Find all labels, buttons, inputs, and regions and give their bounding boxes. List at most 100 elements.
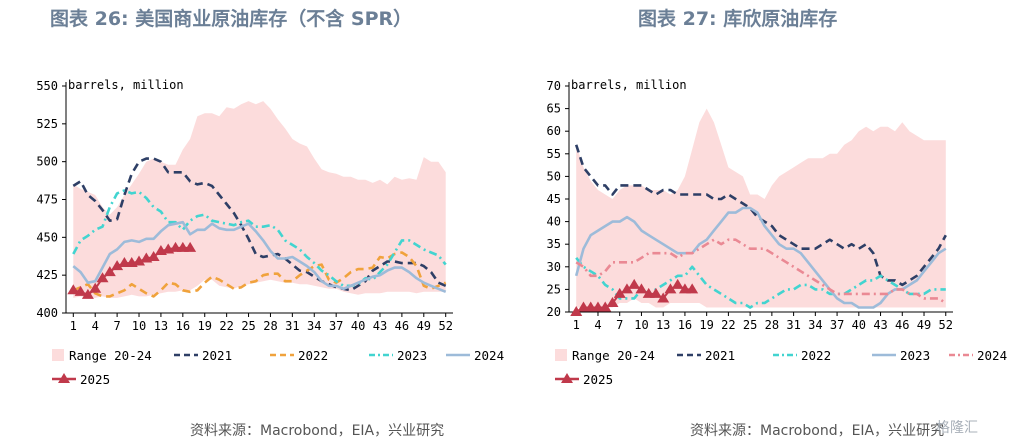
legend-item: 2021 <box>677 348 735 363</box>
y-tick-label: 25 <box>547 282 561 296</box>
x-tick-label: 40 <box>852 318 866 332</box>
x-tick-label: 34 <box>307 319 321 333</box>
x-tick-label: 28 <box>263 319 277 333</box>
x-tick-label: 10 <box>634 318 648 332</box>
y-tick-label: 400 <box>36 306 58 320</box>
x-tick-label: 10 <box>132 319 146 333</box>
x-tick-label: 16 <box>176 319 190 333</box>
y-tick-label: 30 <box>547 260 561 274</box>
series-point-2025 <box>613 287 626 298</box>
source-note: 资料来源：Macrobond，EIA，兴业研究 <box>190 423 445 439</box>
y-tick-label: 450 <box>36 230 58 244</box>
y-tick-label: 50 <box>547 169 561 183</box>
legend-item: 2025 <box>52 372 110 387</box>
legend-marker <box>58 373 70 383</box>
legend-item: Range 20-24 <box>52 348 152 363</box>
series-line-2021 <box>72 157 447 292</box>
series-point-2025 <box>133 255 146 266</box>
range-band <box>576 108 946 308</box>
series-point-2025 <box>81 288 94 299</box>
x-tick-label: 19 <box>699 318 713 332</box>
legend-label: 2024 <box>977 348 1007 363</box>
x-tick-label: 52 <box>939 318 953 332</box>
x-tick-label: 7 <box>113 319 120 333</box>
chart-title: 图表 27: 库欣原油库存 <box>638 8 838 30</box>
series-point-2025 <box>664 283 677 294</box>
legend-marker <box>561 373 573 383</box>
legend-item: Range 20-24 <box>555 348 655 363</box>
y-tick-label: 35 <box>547 237 561 251</box>
x-tick-label: 16 <box>678 318 692 332</box>
legend-label: 2022 <box>298 348 328 363</box>
y-tick-label: 70 <box>547 79 561 93</box>
y-tick-label: 425 <box>36 268 58 282</box>
legend-label: Range 20-24 <box>572 348 655 363</box>
x-tick-label: 13 <box>154 319 168 333</box>
legend-label: 2024 <box>474 348 504 363</box>
chart-svg-crude-commercial: 400 425 450 475 500 525 550 1 4 7 10 13 16 19 22 25 28 31… <box>36 78 504 387</box>
y-tick-label: 500 <box>36 155 58 169</box>
series-line-2022 <box>72 251 447 298</box>
y-tick-label: 475 <box>36 193 58 207</box>
legend-item: 2025 <box>555 372 613 387</box>
unit-label: barrels, million <box>571 78 687 92</box>
y-tick-label: 525 <box>36 117 58 131</box>
series-point-2025 <box>103 266 116 277</box>
legend-label: 2025 <box>80 372 110 387</box>
x-tick-label: 28 <box>765 318 779 332</box>
x-tick-label: 49 <box>917 318 931 332</box>
x-tick-label: 52 <box>438 319 452 333</box>
series-line-2023 <box>574 206 947 309</box>
x-tick-label: 22 <box>721 318 735 332</box>
series-point-2025 <box>686 283 699 294</box>
x-tick-label: 4 <box>594 318 601 332</box>
legend-swatch <box>52 349 64 361</box>
legend-item: 2024 <box>949 348 1007 363</box>
y-tick-label: 65 <box>547 102 561 116</box>
y-tick-label: 60 <box>547 124 561 138</box>
series-point-2025 <box>649 287 662 298</box>
legend-label: 2023 <box>900 348 930 363</box>
legend-label: 2025 <box>583 372 613 387</box>
x-tick-label: 43 <box>373 319 387 333</box>
source-note: 资料来源：Macrobond，EIA，兴业研究 <box>690 423 945 439</box>
x-tick-label: 49 <box>417 319 431 333</box>
legend-item: 2021 <box>174 348 232 363</box>
y-tick-label: 40 <box>547 215 561 229</box>
watermark-logo: 格隆汇 <box>936 420 978 436</box>
legend-item: 2022 <box>773 348 831 363</box>
series-line-2024 <box>72 220 447 294</box>
legend-label: Range 20-24 <box>69 348 152 363</box>
x-tick-label: 46 <box>895 318 909 332</box>
series-point-2025 <box>671 278 684 289</box>
series-point-2025 <box>184 241 197 252</box>
series-point-2025 <box>67 284 80 295</box>
series-point-2025 <box>606 296 619 307</box>
series-point-2025 <box>96 272 109 283</box>
x-tick-label: 1 <box>70 319 77 333</box>
y-tick-label: 45 <box>547 192 561 206</box>
x-tick-label: 34 <box>808 318 822 332</box>
x-tick-label: 19 <box>198 319 212 333</box>
x-tick-label: 25 <box>743 318 757 332</box>
series-line-2023 <box>72 189 447 288</box>
y-tick-label: 550 <box>36 79 58 93</box>
unit-label: barrels, million <box>68 78 184 92</box>
x-tick-label: 7 <box>616 318 623 332</box>
x-tick-label: 31 <box>285 319 299 333</box>
legend-label: 2021 <box>705 348 735 363</box>
series-line-2024 <box>575 238 947 305</box>
x-tick-label: 25 <box>241 319 255 333</box>
legend-item: 2023 <box>369 348 427 363</box>
y-tick-label: 55 <box>547 147 561 161</box>
legend-label: 2023 <box>397 348 427 363</box>
chart-title: 图表 26: 美国商业原油库存（不含 SPR） <box>50 8 413 30</box>
series-point-2025 <box>570 306 583 316</box>
x-tick-label: 37 <box>830 318 844 332</box>
legend-item: 2022 <box>270 348 328 363</box>
x-tick-label: 46 <box>395 319 409 333</box>
series-point-2025 <box>628 278 641 289</box>
series-point-2025 <box>111 260 124 271</box>
y-tick-label: 20 <box>547 305 561 319</box>
